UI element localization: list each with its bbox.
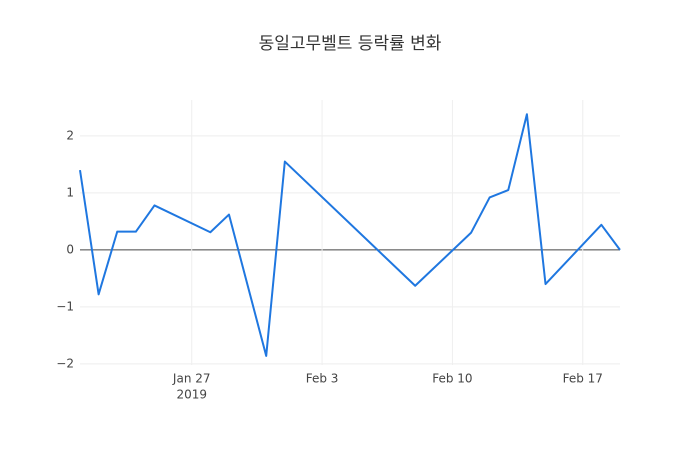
x-tick-label: Feb 3 — [306, 372, 339, 386]
x-tick-label: Jan 27 — [172, 372, 211, 386]
y-tick-label: −1 — [56, 299, 74, 313]
y-tick-label: 2 — [66, 128, 74, 142]
chart-title: 동일고무벨트 등락률 변화 — [259, 34, 442, 54]
line — [79, 113, 621, 357]
x-tick-label: Feb 10 — [432, 372, 472, 386]
y-tick-label: 0 — [66, 242, 74, 256]
x-tick-label: Feb 17 — [563, 372, 603, 386]
y-tick-label: −2 — [56, 356, 74, 370]
y-tick-label: 1 — [66, 185, 74, 199]
x-tick-year: 2019 — [176, 388, 207, 402]
